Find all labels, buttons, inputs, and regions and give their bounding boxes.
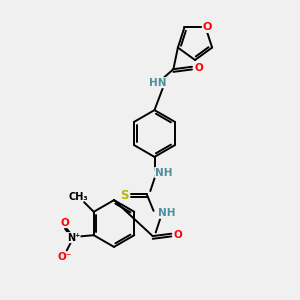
Text: HN: HN [149, 78, 166, 88]
Text: O⁻: O⁻ [57, 252, 71, 262]
Text: N⁺: N⁺ [67, 232, 80, 243]
Text: O: O [173, 230, 182, 240]
Text: NH: NH [158, 208, 175, 218]
Text: O: O [202, 22, 212, 32]
Text: O: O [194, 63, 203, 73]
Text: NH: NH [155, 167, 172, 178]
Text: S: S [121, 189, 129, 202]
Text: O: O [61, 218, 69, 228]
Text: CH₃: CH₃ [69, 192, 88, 202]
